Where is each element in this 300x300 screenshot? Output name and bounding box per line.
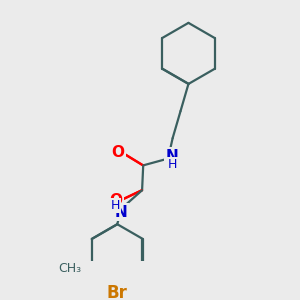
Text: O: O [109, 193, 122, 208]
Text: N: N [166, 149, 178, 164]
Text: CH₃: CH₃ [59, 262, 82, 275]
Text: Br: Br [107, 284, 128, 300]
Text: N: N [114, 205, 127, 220]
Text: N: N [166, 149, 178, 164]
Text: H: H [167, 158, 177, 171]
Text: H: H [111, 199, 120, 212]
Text: O: O [111, 146, 124, 160]
Text: Br: Br [107, 284, 128, 300]
Text: O: O [111, 146, 124, 160]
Text: H: H [167, 158, 177, 171]
Text: CH₃: CH₃ [59, 262, 82, 275]
Text: N: N [114, 205, 127, 220]
Text: O: O [109, 193, 122, 208]
Text: H: H [111, 199, 120, 212]
